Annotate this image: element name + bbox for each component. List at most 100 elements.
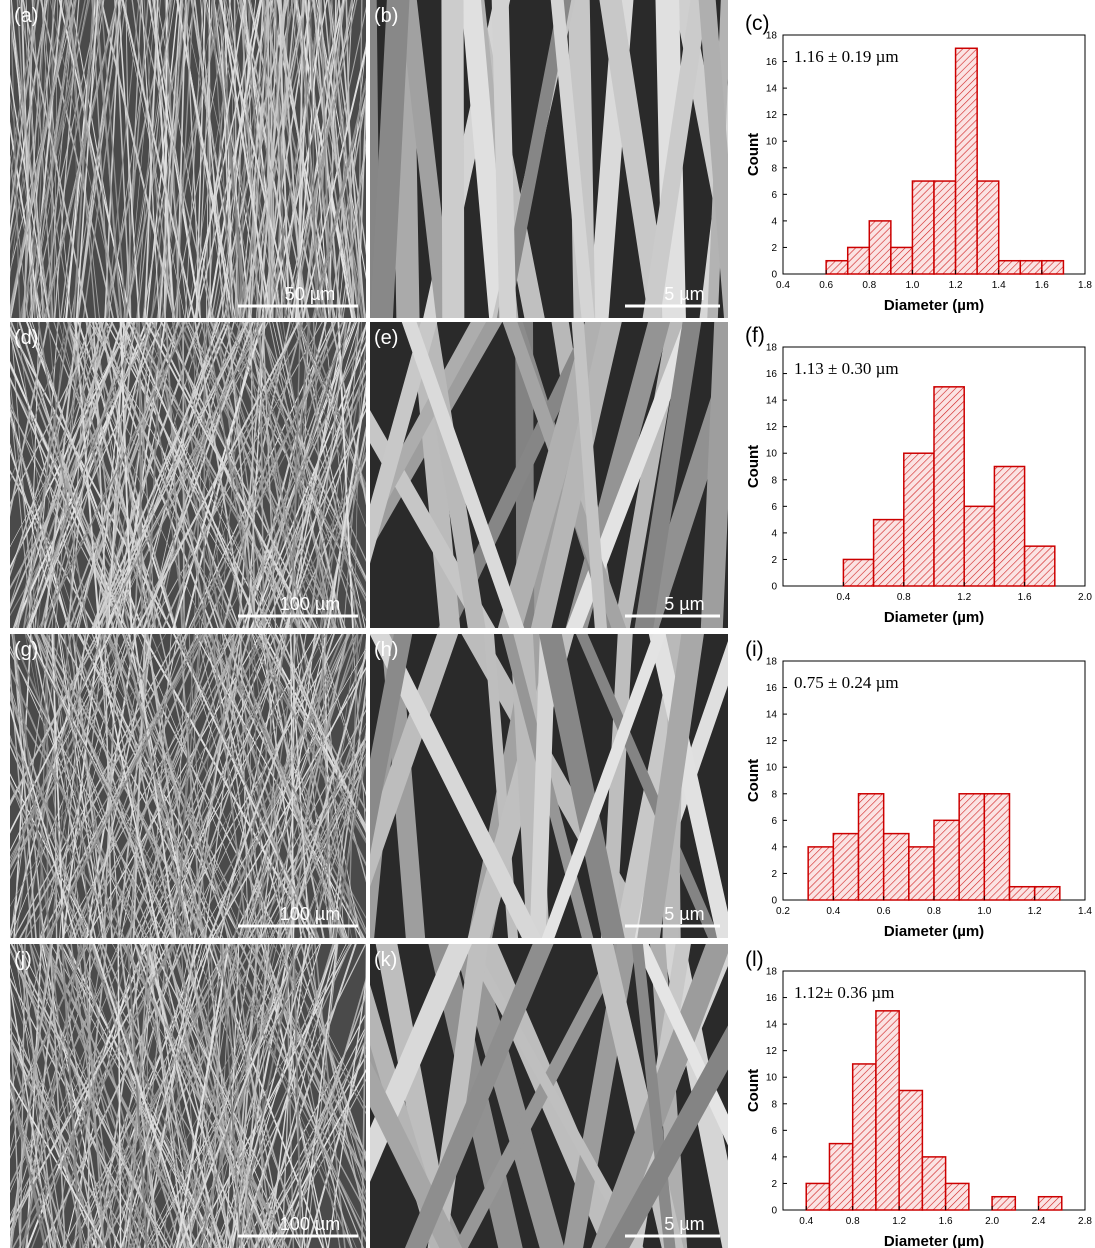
bar xyxy=(826,261,848,274)
bar xyxy=(984,794,1009,900)
x-tick-label: 1.4 xyxy=(992,280,1006,291)
y-tick-label: 0 xyxy=(771,582,777,593)
x-tick-label: 1.2 xyxy=(949,280,963,291)
y-tick-label: 6 xyxy=(771,1126,777,1137)
x-tick-label: 1.4 xyxy=(1078,906,1092,917)
bar xyxy=(1020,261,1042,274)
panel-label: (f) xyxy=(745,324,765,347)
y-tick-label: 8 xyxy=(771,1099,777,1110)
histogram: 0246810121416180.40.81.21.62.02.42.8Diam… xyxy=(745,948,1092,1248)
panel-label: (d) xyxy=(14,327,38,349)
bar xyxy=(1025,546,1055,586)
panel-label: (k) xyxy=(374,949,397,971)
bar xyxy=(848,247,870,274)
x-tick-label: 1.0 xyxy=(905,280,919,291)
x-tick-label: 0.4 xyxy=(836,592,850,603)
y-tick-label: 0 xyxy=(771,1206,777,1217)
x-tick-label: 1.2 xyxy=(1028,906,1042,917)
x-tick-label: 1.6 xyxy=(1035,280,1049,291)
x-tick-label: 2.4 xyxy=(1032,1216,1046,1227)
y-tick-label: 14 xyxy=(766,1020,778,1031)
x-tick-label: 0.6 xyxy=(819,280,833,291)
panel-label: (e) xyxy=(374,327,398,349)
bar xyxy=(994,467,1024,587)
y-tick-label: 12 xyxy=(766,1046,778,1057)
sem-image: (a)50 µm xyxy=(0,0,389,323)
bar xyxy=(922,1157,945,1210)
bar xyxy=(977,181,999,274)
y-tick-label: 8 xyxy=(771,789,777,800)
bar xyxy=(1035,887,1060,900)
y-tick-label: 2 xyxy=(771,869,777,880)
x-tick-label: 2.0 xyxy=(1078,592,1092,603)
x-tick-label: 0.4 xyxy=(799,1216,813,1227)
bar xyxy=(1010,887,1035,900)
x-tick-label: 1.6 xyxy=(1018,592,1032,603)
bar xyxy=(934,387,964,586)
fibers xyxy=(0,317,431,633)
sem-image: (b)5 µm xyxy=(368,0,745,323)
annotation: 1.16 ± 0.19 µm xyxy=(794,47,899,66)
y-tick-label: 14 xyxy=(766,396,778,407)
fiber xyxy=(368,0,371,323)
y-tick-label: 2 xyxy=(771,1179,777,1190)
annotation: 0.75 ± 0.24 µm xyxy=(794,673,899,692)
y-tick-label: 18 xyxy=(766,657,778,668)
bar xyxy=(956,48,978,274)
histogram: 0246810121416180.40.60.81.01.21.41.61.8D… xyxy=(745,12,1092,314)
fibers xyxy=(0,0,389,323)
panel-label: (h) xyxy=(374,639,398,661)
y-tick-label: 4 xyxy=(771,528,777,539)
x-tick-label: 1.8 xyxy=(1078,280,1092,291)
scale-bar-label: 100 µm xyxy=(280,594,340,614)
y-axis-label: Count xyxy=(745,133,762,176)
bar xyxy=(912,181,934,274)
scale-bar-label: 100 µm xyxy=(280,1214,340,1234)
annotation: 1.12± 0.36 µm xyxy=(794,983,894,1002)
x-tick-label: 0.6 xyxy=(877,906,891,917)
bar xyxy=(1039,1197,1062,1210)
sem-image: (d) 100 µm xyxy=(0,317,431,633)
y-tick-label: 12 xyxy=(766,422,778,433)
x-tick-label: 1.2 xyxy=(892,1216,906,1227)
x-tick-label: 0.4 xyxy=(826,906,840,917)
x-axis-label: Diameter (µm) xyxy=(884,923,984,940)
y-tick-label: 6 xyxy=(771,502,777,513)
bar xyxy=(869,221,891,274)
scale-bar-label: 5 µm xyxy=(664,284,704,304)
bar xyxy=(859,794,884,900)
histogram: 0246810121416180.40.81.21.62.0Diameter (… xyxy=(745,324,1092,626)
y-tick-label: 18 xyxy=(766,343,778,354)
annotation: 1.13 ± 0.30 µm xyxy=(794,359,899,378)
panel-label: (g) xyxy=(14,639,38,661)
y-tick-label: 18 xyxy=(766,967,778,978)
bar xyxy=(999,261,1021,274)
y-tick-label: 10 xyxy=(766,137,778,148)
bar xyxy=(833,834,858,900)
y-tick-label: 10 xyxy=(766,449,778,460)
y-tick-label: 16 xyxy=(766,683,778,694)
y-tick-label: 8 xyxy=(771,163,777,174)
panel-label: (c) xyxy=(745,12,770,35)
x-tick-label: 0.2 xyxy=(776,906,790,917)
fiber xyxy=(712,317,726,633)
bar xyxy=(946,1183,969,1210)
fibers xyxy=(340,629,740,943)
bar xyxy=(934,820,959,900)
y-tick-label: 8 xyxy=(771,475,777,486)
bar xyxy=(904,453,934,586)
y-tick-label: 4 xyxy=(771,216,777,227)
panel-label: (j) xyxy=(14,949,32,971)
y-axis-label: Count xyxy=(745,1069,762,1112)
y-tick-label: 16 xyxy=(766,993,778,1004)
bar xyxy=(843,559,873,586)
x-axis-label: Diameter (µm) xyxy=(884,297,984,314)
figure: (a)50 µm(b)5 µm (d) 100 µm (e) 5 µm (g) 100 µm… xyxy=(0,0,1095,1248)
panel-label: (l) xyxy=(745,948,764,971)
y-tick-label: 4 xyxy=(771,842,777,853)
x-tick-label: 0.8 xyxy=(897,592,911,603)
y-tick-label: 10 xyxy=(766,763,778,774)
y-tick-label: 14 xyxy=(766,84,778,95)
scale-bar-label: 50 µm xyxy=(285,284,335,304)
